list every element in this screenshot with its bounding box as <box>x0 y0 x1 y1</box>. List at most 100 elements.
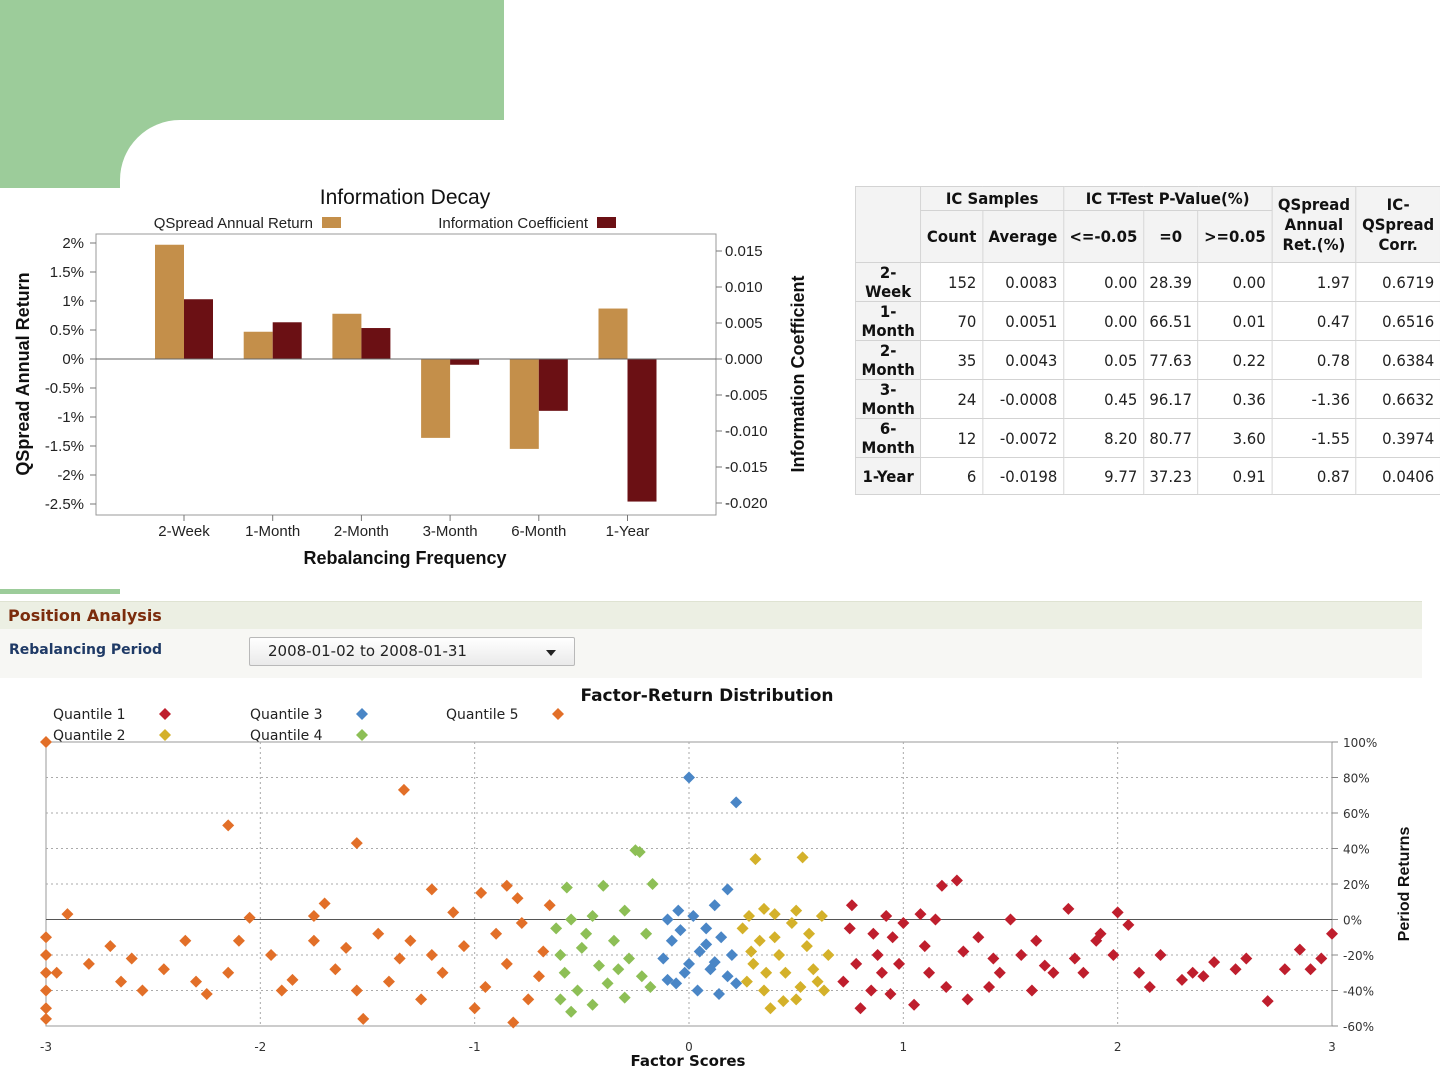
cell-p-pos: 0.36 <box>1197 379 1273 419</box>
decay-bar-ic <box>272 322 302 359</box>
header-ic-qspread-corr: IC-QSpread Corr. <box>1355 186 1440 263</box>
scatter-point <box>1154 949 1167 961</box>
scatter-point <box>340 941 353 954</box>
scatter-point <box>961 993 974 1006</box>
scatter-point <box>929 913 942 926</box>
scatter-point <box>843 922 856 935</box>
scatter-point <box>350 837 363 850</box>
scatter-point <box>372 927 385 940</box>
decay-bars <box>155 244 657 502</box>
scatter-point <box>640 927 653 940</box>
scatter-point <box>743 909 756 922</box>
scatter-point <box>40 1002 52 1015</box>
scatter-point <box>500 957 513 970</box>
cell-qspread: 0.47 <box>1271 301 1357 341</box>
scatter-legend-marker <box>159 729 171 741</box>
scatter-point <box>678 966 691 979</box>
scatter-xlabel: Factor Scores <box>631 1052 746 1070</box>
scatter-point <box>40 966 52 979</box>
scatter-point <box>318 897 331 910</box>
scatter-point <box>785 917 798 930</box>
scatter-point <box>935 879 948 892</box>
row-label: 3-Month <box>854 379 922 419</box>
scatter-point <box>753 934 766 947</box>
scatter-point <box>1208 956 1221 969</box>
decay-bar-ic <box>361 328 391 359</box>
decay-legend: QSpread Annual Return Information Coeffi… <box>154 215 616 232</box>
scatter-point <box>1304 963 1317 976</box>
scatter-point <box>275 984 288 997</box>
scatter-point <box>700 938 713 951</box>
decay-bar-ic <box>538 359 568 411</box>
position-analysis-title: Position Analysis <box>0 601 1422 629</box>
scatter-point <box>670 977 683 990</box>
cell-p-zero: 80.77 <box>1142 418 1199 458</box>
scatter-point <box>40 949 52 961</box>
scatter-point <box>1090 934 1103 947</box>
scatter-point <box>565 913 578 926</box>
cell-p-neg: 8.20 <box>1062 418 1144 458</box>
table-corner <box>854 186 922 263</box>
decay-bar-ic <box>627 359 657 502</box>
decay-x-tick-label: 2-Month <box>334 523 389 540</box>
scatter-point <box>571 984 584 997</box>
cell-corr: 0.0406 <box>1355 457 1440 495</box>
scatter-point <box>1062 902 1075 915</box>
scatter-point <box>644 980 657 993</box>
scatter-point <box>1025 984 1038 997</box>
decay-left-tick-label: -1% <box>57 409 84 426</box>
scatter-legend-marker <box>552 708 564 720</box>
scatter-point <box>1186 966 1199 979</box>
scatter-point <box>468 1002 481 1015</box>
scatter-point <box>1197 970 1210 983</box>
scatter-point <box>425 883 438 896</box>
scatter-point <box>61 908 74 921</box>
chevron-down-icon[interactable] <box>546 650 556 656</box>
cell-p-pos: 0.91 <box>1197 457 1273 495</box>
scatter-point <box>222 819 235 832</box>
scatter-title: Factor-Return Distribution <box>580 686 833 706</box>
scatter-point <box>554 993 567 1006</box>
scatter-point <box>425 949 438 961</box>
decay-x-axis: 2-Week 1-Month 2-Month 3-Month 6-Month 1-Year <box>158 515 649 540</box>
ic-summary-table-wrapper: IC Samples IC T-Test P-Value(%) QSpread … <box>854 186 1440 495</box>
scatter-point <box>50 966 63 979</box>
scatter-point <box>622 952 635 965</box>
scatter-point <box>511 892 524 905</box>
scatter-point <box>560 881 573 894</box>
scatter-point <box>1111 906 1124 919</box>
cell-count: 24 <box>920 379 983 419</box>
decay-right-tick-label: 0.000 <box>725 351 763 368</box>
scatter-point <box>893 957 906 970</box>
cell-p-zero: 37.23 <box>1142 457 1199 495</box>
rebalancing-period-dropdown[interactable]: 2008-01-02 to 2008-01-31 <box>249 637 575 666</box>
decay-x-tick-label: 6-Month <box>511 523 566 540</box>
scatter-point <box>665 934 678 947</box>
scatter-point <box>629 844 642 857</box>
scatter-point <box>1015 949 1028 961</box>
scatter-point <box>983 980 996 993</box>
scatter-point <box>607 934 620 947</box>
scatter-point <box>897 917 910 930</box>
decay-right-axis: 0.015 0.010 0.005 0.000 -0.005 -0.010 -0.015 -0… <box>716 243 768 512</box>
scatter-point <box>243 911 256 924</box>
factor-return-chart: Factor-Return Distribution Quantile 1 Qua… <box>0 680 1440 1080</box>
scatter-point <box>708 956 721 969</box>
scatter-x-tick-label: -2 <box>254 1040 266 1054</box>
decay-bar-qspread <box>421 359 451 438</box>
scatter-point <box>693 945 706 958</box>
scatter-point <box>1047 966 1060 979</box>
scatter-point <box>768 931 781 944</box>
cell-qspread: 0.87 <box>1271 457 1357 495</box>
decay-legend-ic-label: Information Coefficient <box>438 215 589 232</box>
scatter-point <box>940 980 953 993</box>
table-row: 3-Month 24 -0.0008 0.45 96.17 0.36 -1.36… <box>854 379 1440 419</box>
scatter-y-tick-label: -60% <box>1343 1020 1374 1034</box>
scatter-point <box>918 940 931 953</box>
scatter-point <box>436 966 449 979</box>
scatter-ylabel: Period Returns <box>1396 827 1413 942</box>
scatter-point <box>661 913 674 926</box>
decay-bar-ic <box>450 359 480 365</box>
scatter-point <box>1094 927 1107 940</box>
row-label: 2-Month <box>854 340 922 380</box>
